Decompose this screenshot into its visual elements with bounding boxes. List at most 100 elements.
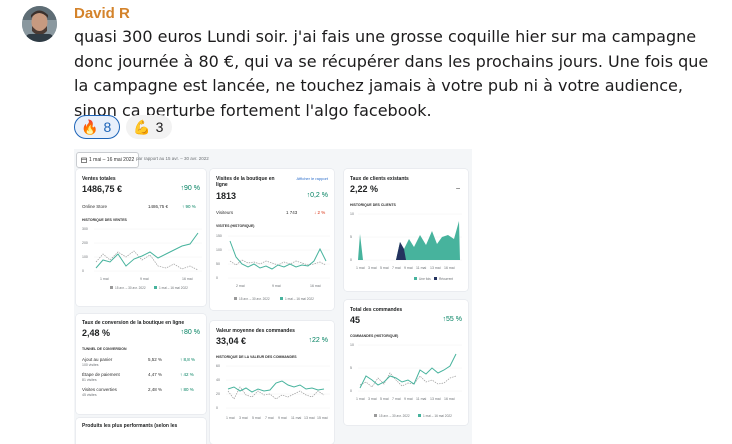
card-value: 33,04 € xyxy=(216,336,247,346)
y-tick: 40 xyxy=(216,378,220,382)
aov-previous-line xyxy=(227,386,325,400)
row-value: 1 743 xyxy=(286,210,298,215)
card-title: Produits les plus performants (selon les xyxy=(82,423,178,429)
reactions-bar: 🔥 8 💪 3 xyxy=(74,115,173,139)
card-title: Valeur moyenne des commandes xyxy=(216,328,295,334)
sales-chart: 300 200 100 0 1 mai 9 mai 16 mai 15 avr.… xyxy=(82,227,202,290)
row-change: ↓ 2 % xyxy=(314,210,326,215)
y-tick: 0 xyxy=(216,276,218,280)
legend-one-time: Une fois xyxy=(419,277,431,281)
card-value: 2,48 % xyxy=(82,328,111,338)
x-tick: 7 mai xyxy=(392,266,401,270)
message-text: quasi 300 euros Lundi soir. j'ai fais un… xyxy=(74,27,709,120)
y-tick: 20 xyxy=(216,392,220,396)
y-tick: 200 xyxy=(82,241,88,245)
x-tick: 7 mai xyxy=(392,397,401,401)
orders-current-line xyxy=(359,353,457,389)
y-tick: 100 xyxy=(82,255,88,259)
funnel-step-change: ↑ 8,8 % xyxy=(180,357,196,362)
card-title: Ventes totales xyxy=(82,176,116,182)
one-time-customers-area xyxy=(358,221,460,260)
legend-curr: 1 mai – 16 mai 2022 xyxy=(159,286,188,290)
x-tick: 5 mai xyxy=(380,266,389,270)
chart-caption: HISTORIQUE DES VENTES xyxy=(82,218,127,222)
y-tick: 50 xyxy=(216,262,220,266)
y-tick: 0 xyxy=(216,406,218,410)
funnel-step-pct: 4,47 % xyxy=(148,372,163,377)
card-value: 1813 xyxy=(216,191,237,201)
y-tick: 0 xyxy=(350,258,352,262)
reaction-count: 3 xyxy=(155,119,164,135)
card-title: Visites de la boutique en ligne xyxy=(216,176,275,188)
date-range-label: 1 mai – 16 mai 2022 xyxy=(89,157,135,163)
funnel-step-sub: 100 visites xyxy=(82,363,99,367)
funnel-step-label: Étape de paiement xyxy=(82,372,120,377)
chart-caption: COMMANDES (HISTORIQUE) xyxy=(350,334,399,338)
x-tick: 7 mai xyxy=(265,416,274,420)
message-author[interactable]: David R xyxy=(74,5,130,22)
x-tick: 1 mai xyxy=(100,277,109,281)
view-report-link[interactable]: Afficher le rapport xyxy=(296,176,329,181)
x-tick: 3 mai xyxy=(368,266,377,270)
reaction-flexed-biceps[interactable]: 💪 3 xyxy=(126,115,173,139)
funnel-caption: TUNNEL DE CONVERSION xyxy=(82,347,127,351)
avatar[interactable] xyxy=(22,6,57,42)
funnel-step-label: Ajout au panier xyxy=(82,357,113,362)
legend-prev: 15 avr. – 30 avr. 2022 xyxy=(115,286,146,290)
y-tick: 0 xyxy=(82,269,84,273)
sales-previous-line xyxy=(95,250,199,271)
funnel-step-sub: 81 visites xyxy=(82,378,97,382)
x-tick: 3 mai xyxy=(368,397,377,401)
row-value: 1486,75 € xyxy=(148,204,169,209)
card-value: 45 xyxy=(350,315,361,325)
row-label: Online Store xyxy=(82,204,108,209)
card-change: ↑80 % xyxy=(180,329,200,336)
x-tick: 5 mai xyxy=(252,416,261,420)
orders-chart: 10 5 0 1 mai 3 mai 5 mai 7 mai 9 mai 11 … xyxy=(350,343,462,418)
visits-current-line xyxy=(229,240,327,270)
x-tick: 9 mai xyxy=(272,284,281,288)
x-tick: 16 mai xyxy=(310,284,321,288)
row-change: ↑ 90 % xyxy=(182,204,196,209)
legend-curr: 1 mai – 16 mai 2022 xyxy=(423,414,452,418)
card-change: ↑22 % xyxy=(308,337,328,344)
y-tick: 60 xyxy=(216,364,220,368)
x-tick: 1 mai xyxy=(356,397,365,401)
reaction-fire[interactable]: 🔥 8 xyxy=(74,115,121,139)
y-tick: 300 xyxy=(82,227,88,231)
card-online-store-visits: Visites de la boutique en ligne Afficher… xyxy=(210,169,334,310)
x-tick: 13 mai xyxy=(430,397,441,401)
row-label: Visiteurs xyxy=(216,210,234,215)
card-returning-customer-rate: Taux de clients existants 2,22 % – HISTO… xyxy=(344,169,468,291)
orders-previous-line xyxy=(359,372,457,388)
chart-caption: HISTORIQUE DE LA VALEUR DES COMMANDES xyxy=(216,355,297,359)
flexed-biceps-icon: 💪 xyxy=(133,118,151,135)
returning-customers-area xyxy=(396,242,406,260)
card-title: Taux de clients existants xyxy=(350,176,409,182)
x-tick: 9 mai xyxy=(278,416,287,420)
card-title: Total des commandes xyxy=(350,307,403,313)
card-value: 2,22 % xyxy=(350,184,379,194)
attached-screenshot[interactable]: 1 mai – 16 mai 2022 par rapport au 15 av… xyxy=(74,149,472,444)
y-tick: 5 xyxy=(350,366,352,370)
x-tick: 5 mai xyxy=(380,397,389,401)
customers-chart: 10 5 0 1 mai 3 mai 5 mai 7 mai 9 mai 11 … xyxy=(350,212,462,281)
sales-current-line xyxy=(95,232,199,269)
fire-icon: 🔥 xyxy=(81,118,99,135)
card-change: ↑0,2 % xyxy=(306,192,328,199)
chart-caption: VISITES (HISTORIQUE) xyxy=(216,224,255,228)
legend-curr: 1 mai – 16 mai 2022 xyxy=(285,297,314,301)
x-tick: 13 mai xyxy=(430,266,441,270)
card-top-products: Produits les plus performants (selon les xyxy=(76,418,206,444)
chart-caption: HISTORIQUE DES CLIENTS xyxy=(350,203,396,207)
x-tick: 1 mai xyxy=(356,266,365,270)
x-tick: 16 mai xyxy=(444,266,455,270)
y-tick: 0 xyxy=(350,389,352,393)
card-change: ↑90 % xyxy=(180,185,200,192)
x-tick: 11 mai xyxy=(416,266,426,270)
y-tick: 5 xyxy=(350,235,352,239)
legend-returning: Récurrent xyxy=(439,277,453,281)
y-tick: 10 xyxy=(350,212,354,216)
aov-chart: 60 40 20 0 1 mai 3 mai 5 mai 7 mai 9 mai… xyxy=(216,364,330,420)
legend-prev: 15 avr. – 30 avr. 2022 xyxy=(379,414,410,418)
